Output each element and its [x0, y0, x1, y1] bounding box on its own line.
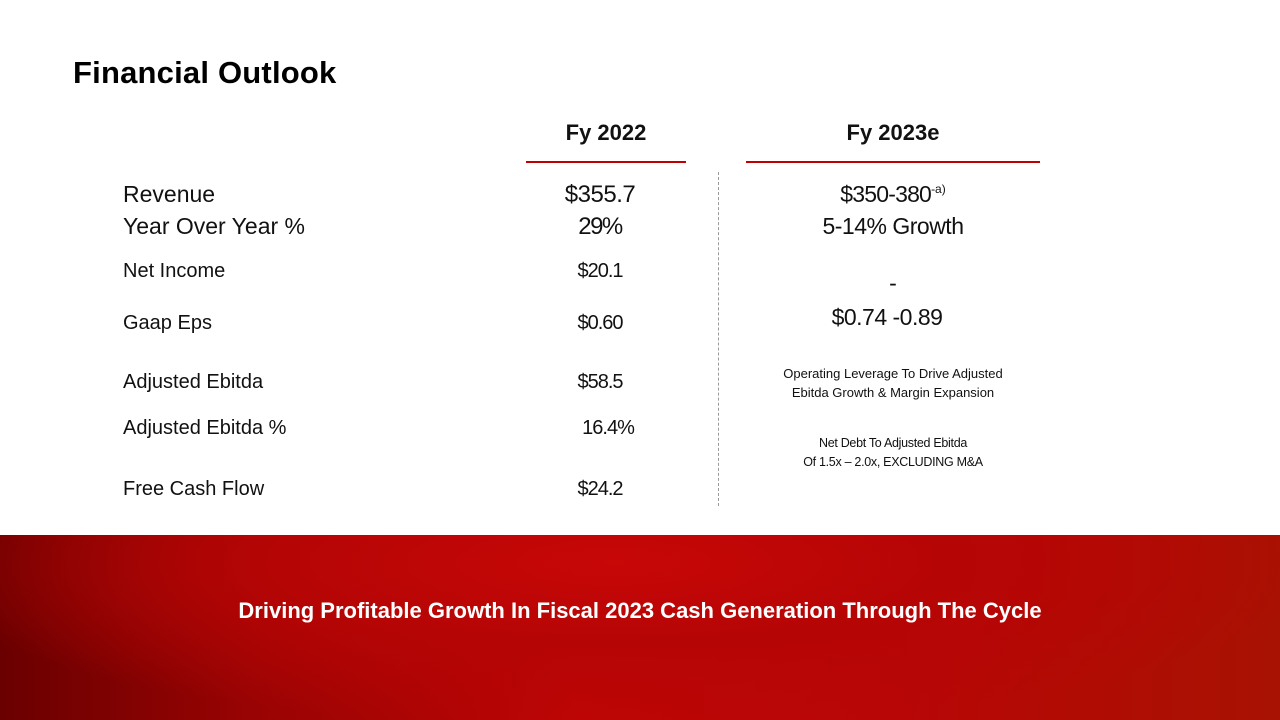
- header-underline-fy2023: [746, 161, 1040, 163]
- row-label-free-cash-flow: Free Cash Flow: [123, 478, 265, 500]
- fy2023-revenue-footnote-marker: -a): [931, 182, 946, 196]
- column-header-fy2022: Fy 2022: [565, 120, 647, 145]
- fy2023-debt-note-line2: Of 1.5x – 2.0x, EXCLUDING M&A: [803, 455, 983, 469]
- fy2022-adjusted-ebitda-value: $58.5: [577, 371, 623, 393]
- fy2023-growth-value: 5-14% Growth: [822, 213, 964, 239]
- fy2022-yoy-value: 29%: [578, 213, 623, 240]
- row-label-revenue: Revenue: [123, 181, 216, 207]
- row-label-adjusted-ebitda-pct: Adjusted Ebitda %: [123, 417, 287, 439]
- fy2022-net-income-value: $20.1: [577, 260, 623, 282]
- column-header-fy2023: Fy 2023e: [846, 120, 940, 145]
- fy2023-net-income-value: -: [889, 270, 897, 296]
- fy2023-ebitda-note-line2: Ebitda Growth & Margin Expansion: [791, 385, 995, 400]
- fy2023-ebitda-note-line1: Operating Leverage To Drive Adjusted: [783, 366, 1003, 381]
- fy2023-revenue-range: $350-380: [840, 181, 932, 207]
- fy2023-revenue-value: $350-380-a): [746, 181, 1040, 208]
- fy2022-gaap-eps-value: $0.60: [577, 312, 623, 334]
- row-label-adjusted-ebitda: Adjusted Ebitda: [123, 371, 264, 393]
- header-underline-fy2022: [526, 161, 686, 163]
- fy2023-ebitda-note: Operating Leverage To Drive Adjusted Ebi…: [746, 364, 1040, 402]
- bottom-banner: [0, 535, 1280, 720]
- column-divider: [718, 172, 719, 506]
- fy2023-debt-note-line1: Net Debt To Adjusted Ebitda: [818, 436, 968, 450]
- fy2023-debt-note: Net Debt To Adjusted Ebitda Of 1.5x – 2.…: [746, 434, 1040, 472]
- fy2022-revenue-value: $355.7: [564, 181, 636, 208]
- row-label-net-income: Net Income: [123, 260, 226, 282]
- fy2022-adjusted-ebitda-pct-value: 16.4%: [582, 417, 635, 439]
- row-label-yoy: Year Over Year %: [123, 213, 305, 239]
- row-label-gaap-eps: Gaap Eps: [123, 312, 212, 334]
- banner-text: Driving Profitable Growth In Fiscal 2023…: [238, 598, 1042, 623]
- fy2023-eps-value: $0.74 -0.89: [831, 304, 943, 330]
- slide-title: Financial Outlook: [73, 55, 337, 90]
- fy2022-free-cash-flow-value: $24.2: [577, 478, 623, 500]
